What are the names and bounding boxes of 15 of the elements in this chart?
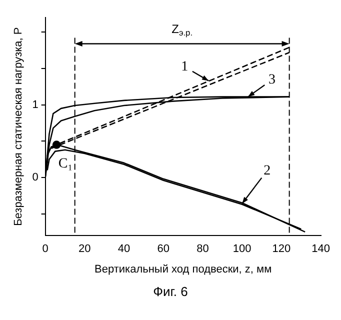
x-tick-label: 20 (78, 243, 91, 256)
x-axis-title: Вертикальный ход подвески, z, мм (94, 263, 272, 276)
annotation: 2 (264, 163, 271, 178)
x-tick-label: 60 (157, 243, 170, 256)
annotation: 1 (181, 59, 188, 74)
x-tick-label: 80 (196, 243, 209, 256)
x-tick-label: 120 (272, 243, 291, 256)
x-tick-label: 40 (118, 243, 130, 256)
x-tick-label: 100 (232, 243, 252, 256)
annotation: C₁ (58, 156, 73, 172)
annotation: 3 (268, 72, 276, 88)
x-tick-label: 0 (42, 243, 48, 256)
y-axis-title: Безразмерная статическая нагрузка, P (12, 27, 25, 226)
text: Фиг. 6 (152, 284, 189, 299)
x-tick-label: 140 (312, 243, 330, 256)
